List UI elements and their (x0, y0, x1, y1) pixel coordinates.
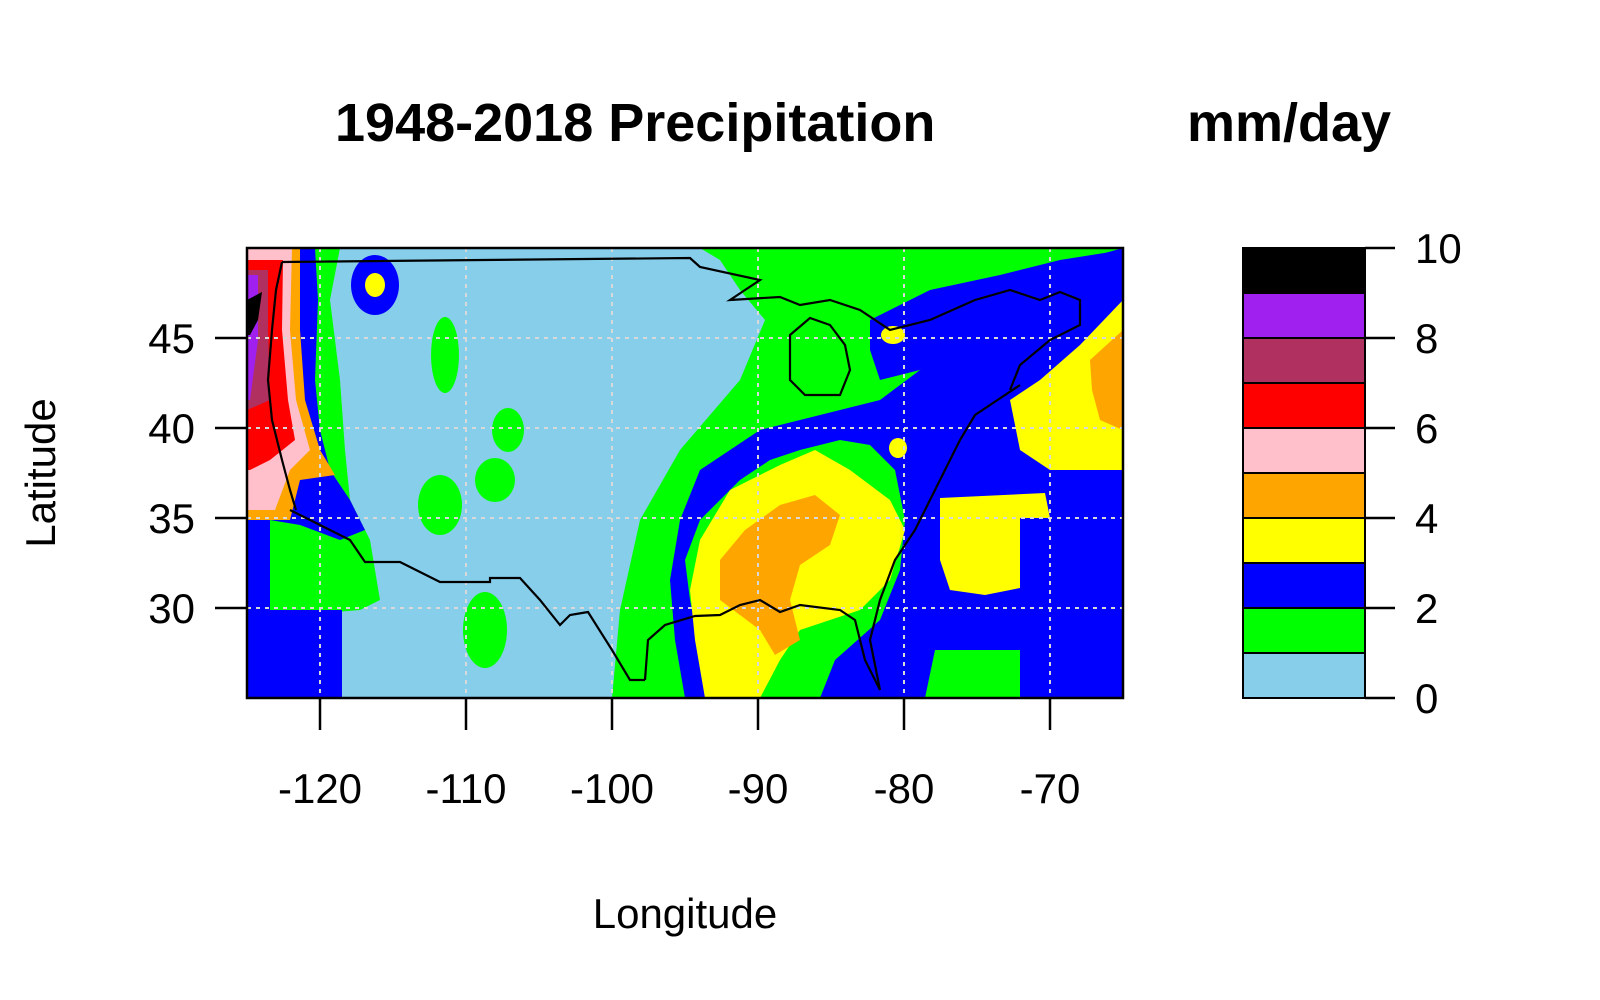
x-tick-label: -80 (874, 765, 935, 812)
contour-1-2mm-patch (492, 408, 524, 452)
us-border-north (281, 256, 1082, 391)
contour-4-5mm-gulf (720, 495, 840, 655)
contour-1-2mm-patch (431, 317, 459, 393)
y-axis-title: Latitude (17, 398, 64, 547)
x-tick-label: -100 (570, 765, 654, 812)
legend-unit-title: mm/day (1187, 93, 1392, 153)
x-tick-label: -110 (426, 765, 507, 812)
legend-tick-label: 2 (1415, 585, 1438, 632)
legend-tick-label: 4 (1415, 495, 1438, 542)
contour-9-10mm-westcoast (247, 292, 262, 335)
x-tick-label: -70 (1020, 765, 1081, 812)
x-tick-label: -90 (728, 765, 789, 812)
color-legend: 0 2 4 6 8 10 (1242, 225, 1462, 722)
contour-1-2mm-patch (418, 475, 462, 535)
coastline-borders (266, 256, 1082, 691)
legend-swatch (1242, 607, 1366, 654)
contour-2-3mm-southwest (247, 520, 342, 698)
y-tick-label: 35 (148, 495, 195, 542)
contour-3-4mm-patch (889, 438, 907, 458)
x-tick-label: -120 (278, 765, 362, 812)
legend-tick-label: 8 (1415, 315, 1438, 362)
chart-title: 1948-2018 Precipitation (335, 93, 936, 153)
x-axis-title: Longitude (593, 890, 778, 937)
y-axis: 30 35 40 45 (148, 315, 247, 632)
contour-3-4mm-gulf (690, 450, 905, 698)
legend-tick-label: 6 (1415, 405, 1438, 452)
y-tick-label: 30 (148, 585, 195, 632)
legend-swatch (1242, 337, 1366, 384)
legend-swatch (1242, 292, 1366, 339)
legend-swatch (1242, 427, 1366, 474)
legend-tick-label: 0 (1415, 675, 1438, 722)
legend-swatch (1242, 472, 1366, 519)
y-tick-label: 40 (148, 405, 195, 452)
contour-4-5mm-northatlantic (1090, 330, 1123, 430)
legend-swatch (1242, 247, 1366, 294)
us-border-south (289, 509, 645, 682)
contour-1-2mm-patch (475, 458, 515, 502)
west-coast (266, 261, 298, 511)
gulf-coast (643, 598, 881, 691)
contour-3-4mm-patch (365, 273, 385, 297)
legend-swatch (1242, 382, 1366, 429)
x-axis: -120 -110 -100 -90 -80 -70 (278, 698, 1080, 812)
great-lakes (788, 316, 852, 397)
legend-swatch (1242, 562, 1366, 609)
grid-lines (247, 248, 1123, 698)
legend-swatch (1242, 517, 1366, 564)
legend-swatch (1242, 652, 1366, 699)
plot-frame (245, 246, 1125, 700)
map-panel (247, 248, 1123, 698)
contour-2-3mm-northeast (870, 250, 1123, 380)
y-tick-label: 45 (148, 315, 195, 362)
east-coast (868, 384, 1021, 691)
contour-3-4mm-patch (881, 326, 905, 344)
contour-1-2mm-patch (463, 592, 507, 668)
legend-tick-label: 10 (1415, 225, 1462, 272)
